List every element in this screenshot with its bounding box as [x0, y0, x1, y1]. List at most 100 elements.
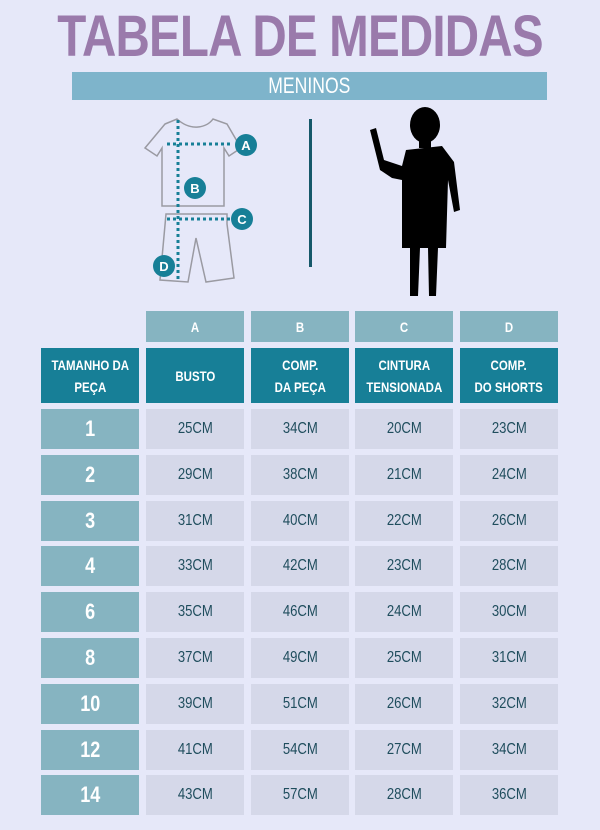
- page-title: TABELA DE MEDIDAS: [57, 4, 543, 69]
- column-letter-b: B: [251, 311, 349, 342]
- column-letter-a-text: A: [190, 318, 200, 335]
- size-cell-text: 3: [84, 507, 96, 533]
- measurement-cell-text: 43CM: [177, 786, 213, 804]
- measurement-cell: 26CM: [460, 500, 558, 541]
- header-busto: BUSTO: [146, 348, 244, 403]
- size-cell-text: 2: [84, 461, 96, 487]
- size-cell-text: 12: [79, 736, 101, 762]
- header-comp-da-peca-text: COMP. DA PEÇA: [274, 356, 326, 395]
- measurement-cell-text: 51CM: [282, 694, 318, 712]
- measurement-cell-text: 25CM: [177, 420, 213, 437]
- marker-d: D: [153, 255, 175, 277]
- measurement-cell-text: 23CM: [491, 420, 527, 437]
- measurement-cell-text: 36CM: [491, 786, 527, 804]
- measurement-cell: 36CM: [460, 775, 558, 816]
- size-cell-text: 4: [84, 553, 96, 579]
- boy-silhouette-icon: [370, 107, 460, 296]
- header-comp-do-shorts-text: COMP. DO SHORTS: [474, 356, 544, 395]
- measurement-cell: 24CM: [355, 592, 453, 633]
- column-letter-d: D: [460, 311, 558, 342]
- measurement-cell: 49CM: [251, 638, 349, 678]
- measurement-cell-text: 24CM: [386, 603, 422, 621]
- measurement-cell: 57CM: [251, 775, 349, 816]
- measurement-cell-text: 31CM: [177, 511, 213, 529]
- measurement-cell: 31CM: [460, 638, 558, 678]
- tshirt-icon: [143, 118, 243, 283]
- size-cell: 8: [41, 638, 139, 678]
- measurement-cell: 28CM: [355, 775, 453, 816]
- measurement-cell-text: 30CM: [491, 603, 527, 621]
- size-cell: 10: [41, 683, 139, 724]
- measurement-cell-text: 23CM: [386, 557, 422, 575]
- measurement-cell: 31CM: [146, 500, 244, 541]
- measurement-cell-text: 26CM: [491, 511, 527, 529]
- measurement-cell-text: 29CM: [177, 465, 213, 483]
- measurement-cell-text: 34CM: [491, 740, 527, 758]
- measurement-cell-text: 46CM: [282, 603, 318, 621]
- size-cell: 4: [41, 546, 139, 587]
- measurement-cell: 23CM: [355, 546, 453, 587]
- measurement-cell: 21CM: [355, 454, 453, 495]
- size-cell: 14: [41, 775, 139, 816]
- measurement-cell-text: 28CM: [491, 557, 527, 575]
- header-tamanho: TAMANHO DA PEÇA: [41, 348, 139, 403]
- svg-text:A: A: [241, 138, 251, 153]
- measurement-cell-text: 35CM: [177, 603, 213, 621]
- svg-text:B: B: [190, 181, 199, 196]
- measurement-cell: 37CM: [146, 638, 244, 678]
- measurement-cell-text: 31CM: [491, 649, 527, 666]
- category-banner: MENINOS: [72, 72, 547, 100]
- measurement-cell-text: 34CM: [282, 420, 318, 437]
- measurement-cell-text: 33CM: [177, 557, 213, 575]
- marker-a: A: [235, 134, 257, 156]
- header-cintura-tensionada-text: CINTURA TENSIONADA: [366, 356, 442, 395]
- measurement-cell-text: 22CM: [386, 511, 422, 529]
- measurement-cell: 29CM: [146, 454, 244, 495]
- measurement-cell-text: 57CM: [282, 786, 318, 804]
- size-cell: 2: [41, 454, 139, 495]
- measurement-cell-text: 41CM: [177, 740, 213, 758]
- measurement-cell-text: 20CM: [386, 420, 422, 437]
- measurement-cell-text: 49CM: [282, 649, 318, 666]
- measurement-cell-text: 40CM: [282, 511, 318, 529]
- measurement-cell: 38CM: [251, 454, 349, 495]
- measurement-cell-text: 26CM: [386, 694, 422, 712]
- measurement-cell: 24CM: [460, 454, 558, 495]
- measurement-cell-text: 28CM: [386, 786, 422, 804]
- measurement-cell: 54CM: [251, 729, 349, 770]
- header-comp-da-peca: COMP. DA PEÇA: [251, 348, 349, 403]
- measurement-cell: 32CM: [460, 683, 558, 724]
- measurement-cell: 28CM: [460, 546, 558, 587]
- header-cintura-tensionada: CINTURA TENSIONADA: [355, 348, 453, 403]
- measurement-cell-text: 32CM: [491, 694, 527, 712]
- measurement-cell: 34CM: [460, 729, 558, 770]
- svg-text:D: D: [159, 259, 168, 274]
- measurement-cell: 25CM: [146, 409, 244, 449]
- column-letter-c-text: C: [399, 318, 409, 335]
- size-cell: 12: [41, 729, 139, 770]
- header-busto-text: BUSTO: [175, 367, 215, 384]
- header-tamanho-text: TAMANHO DA PEÇA: [51, 356, 129, 395]
- marker-b: B: [184, 177, 206, 199]
- measurement-cell: 26CM: [355, 683, 453, 724]
- measurement-cell: 22CM: [355, 500, 453, 541]
- measurement-cell-text: 24CM: [491, 465, 527, 483]
- measurement-cell: 33CM: [146, 546, 244, 587]
- measurement-cell-text: 27CM: [386, 740, 422, 758]
- measurement-cell: 51CM: [251, 683, 349, 724]
- size-cell-text: 14: [79, 782, 101, 808]
- measurement-cell: 23CM: [460, 409, 558, 449]
- divider: [309, 119, 312, 267]
- measurement-cell: 30CM: [460, 592, 558, 633]
- size-cell-text: 8: [84, 645, 96, 670]
- category-label: MENINOS: [268, 73, 351, 98]
- measurement-cell-text: 21CM: [386, 465, 422, 483]
- size-cell-text: 6: [84, 599, 96, 625]
- size-cell: 3: [41, 500, 139, 541]
- svg-text:C: C: [237, 212, 247, 227]
- header-comp-do-shorts: COMP. DO SHORTS: [460, 348, 558, 403]
- measurement-cell: 42CM: [251, 546, 349, 587]
- measurement-cell: 43CM: [146, 775, 244, 816]
- measurement-cell: 41CM: [146, 729, 244, 770]
- measurement-cell: 39CM: [146, 683, 244, 724]
